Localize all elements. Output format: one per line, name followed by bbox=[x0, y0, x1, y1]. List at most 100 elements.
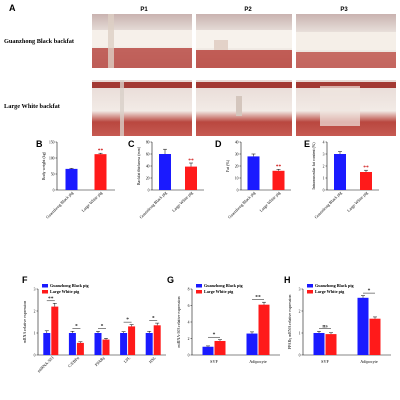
x-tick-label: SVF bbox=[210, 359, 218, 364]
significance-label: ns bbox=[322, 324, 327, 330]
significance-label: * bbox=[213, 332, 216, 338]
y-tick-label: 2 bbox=[299, 309, 301, 313]
significance-label: * bbox=[75, 324, 78, 330]
x-tick-label: Large White pig bbox=[80, 190, 103, 213]
x-tick-label: Large White pig bbox=[171, 190, 194, 213]
bar bbox=[128, 326, 136, 355]
row-label-large-white: Large White backfat bbox=[4, 103, 61, 110]
x-tick-label: PPARγ bbox=[94, 355, 106, 367]
panel-letter-c: C bbox=[128, 139, 135, 149]
y-tick-label: 0 bbox=[148, 188, 150, 192]
bar bbox=[153, 325, 161, 355]
significance-label: * bbox=[152, 316, 155, 322]
legend-label: Guanzhong Black pig bbox=[204, 283, 244, 288]
chart-d: D 0 10 20 30 40 Fat (%) Guanzhong Black pig ** La… bbox=[215, 139, 291, 220]
significance-label: * bbox=[368, 288, 371, 294]
legend-swatch bbox=[196, 290, 202, 294]
x-tick-label: Guanzhong Black pig bbox=[138, 190, 168, 220]
legend-swatch bbox=[307, 284, 313, 288]
y-tick-label: 4 bbox=[323, 140, 325, 144]
chart-e: E 0 1 2 3 4 Intramuscular fat content (%)Guanz… bbox=[304, 139, 379, 220]
x-tick-label: HSL bbox=[148, 355, 157, 364]
legend-label: Large White pig bbox=[315, 289, 345, 294]
bar bbox=[43, 333, 51, 355]
panel-letter-a: A bbox=[9, 3, 16, 13]
y-tick-label: 100 bbox=[49, 156, 55, 160]
legend-swatch bbox=[307, 290, 313, 294]
x-tick-label: Guanzhong Black pig bbox=[227, 190, 257, 220]
bar bbox=[76, 342, 84, 355]
y-tick-label: 0 bbox=[188, 353, 190, 357]
bar bbox=[360, 172, 372, 190]
y-tick-label: 150 bbox=[49, 140, 55, 144]
bar bbox=[65, 168, 78, 190]
y-axis-label: Body weight (kg) bbox=[41, 151, 46, 180]
chart-b: B 0 50 100 150 Body weight (kg) Guanzhong Blac… bbox=[36, 139, 115, 220]
panel-a: A P1 P2 P3 Guanzhong Black backfat Large… bbox=[4, 3, 396, 136]
panel-letter-f: F bbox=[22, 275, 28, 285]
y-tick-label: 3 bbox=[323, 152, 325, 156]
legend-swatch bbox=[42, 284, 48, 288]
x-tick-label: Large White pig bbox=[346, 190, 369, 213]
panel-letter-h: H bbox=[284, 275, 291, 285]
bar bbox=[247, 156, 260, 190]
y-tick-label: 0 bbox=[323, 188, 325, 192]
y-tick-label: 40 bbox=[235, 140, 239, 144]
significance-label: ** bbox=[98, 148, 104, 154]
y-tick-label: 2 bbox=[34, 309, 36, 313]
y-tick-label: 3 bbox=[299, 287, 301, 291]
legend-swatch bbox=[42, 290, 48, 294]
bar bbox=[313, 333, 325, 355]
chart-h: H 0 1 2 3 PPARγ mRNA relative expression ns SVF… bbox=[284, 275, 391, 364]
legend-label: Guanzhong Black pig bbox=[315, 283, 355, 288]
y-tick-label: 30 bbox=[235, 152, 239, 156]
bar bbox=[68, 333, 76, 355]
y-tick-label: 0 bbox=[237, 188, 239, 192]
significance-label: * bbox=[126, 317, 129, 323]
bar bbox=[159, 154, 171, 190]
y-axis-label: Fat (%) bbox=[225, 159, 230, 172]
bar bbox=[185, 166, 197, 190]
y-tick-label: 80 bbox=[146, 140, 150, 144]
bar bbox=[258, 304, 270, 355]
y-tick-label: 50 bbox=[51, 172, 55, 176]
y-tick-label: 20 bbox=[146, 176, 150, 180]
bar bbox=[120, 333, 128, 355]
x-tick-label: Adipocyte bbox=[249, 359, 267, 364]
column-header-p2: P2 bbox=[244, 7, 252, 13]
photo-large-white-p1 bbox=[92, 80, 192, 136]
bar bbox=[94, 154, 107, 190]
bar bbox=[334, 154, 346, 190]
panel-letter-d: D bbox=[215, 139, 222, 149]
y-axis-label: Backfat thickness (mm) bbox=[136, 146, 141, 185]
bar bbox=[102, 339, 110, 355]
x-tick-label: Guanzhong Black pig bbox=[313, 190, 343, 220]
significance-label: ** bbox=[363, 165, 369, 171]
y-tick-label: 0 bbox=[34, 353, 36, 357]
y-tick-label: 1 bbox=[299, 331, 301, 335]
y-tick-label: 8 bbox=[188, 287, 190, 291]
y-axis-label: Intramuscular fat content (%) bbox=[311, 142, 316, 190]
bar bbox=[214, 340, 226, 355]
y-axis-label: PPARγ mRNA relative expression bbox=[287, 295, 292, 350]
bar bbox=[357, 297, 369, 355]
significance-label: ** bbox=[48, 296, 54, 302]
x-tick-label: LPL bbox=[123, 355, 132, 364]
y-tick-label: 10 bbox=[235, 176, 239, 180]
significance-label: ** bbox=[188, 158, 194, 164]
y-tick-label: 2 bbox=[323, 164, 325, 168]
photo-guanzhong-p1 bbox=[92, 14, 192, 68]
y-axis-label: miRNA-503 relative expression bbox=[176, 296, 181, 347]
bar bbox=[202, 346, 214, 355]
bar bbox=[51, 306, 59, 355]
legend-swatch bbox=[196, 284, 202, 288]
y-tick-label: 20 bbox=[235, 164, 239, 168]
photo-guanzhong-p2 bbox=[196, 14, 292, 68]
x-tick-label: Adipocyte bbox=[360, 359, 378, 364]
x-tick-label: Guanzhong Black pig bbox=[45, 190, 75, 220]
bar bbox=[94, 333, 102, 355]
bar bbox=[145, 333, 153, 355]
